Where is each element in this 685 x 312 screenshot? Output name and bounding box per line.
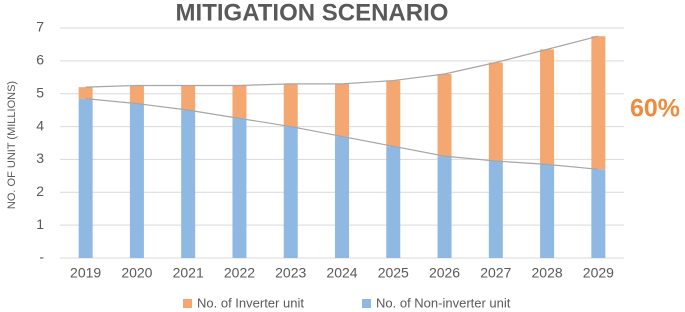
legend-label: No. of Non-inverter unit <box>376 295 511 310</box>
x-tick-label: 2024 <box>326 265 357 281</box>
y-tick-label: 4 <box>36 117 44 133</box>
y-tick-label: 6 <box>36 52 44 68</box>
x-tick-label: 2022 <box>224 265 255 281</box>
y-tick-label: 5 <box>36 84 44 100</box>
bar-segment <box>386 80 401 147</box>
annotation: 60% <box>630 95 680 123</box>
y-tick-label: - <box>39 249 44 265</box>
x-tick-label: 2021 <box>173 265 204 281</box>
legend-swatch <box>183 299 192 308</box>
y-tick-label: 1 <box>36 216 44 232</box>
bar-segment <box>437 74 452 157</box>
x-tick-label: 2027 <box>480 265 511 281</box>
bar-segment <box>335 136 349 258</box>
y-axis-label: NO. OF UNIT (MILLIONS) <box>6 81 18 209</box>
y-tick-label: 2 <box>36 183 44 199</box>
trend-line <box>85 98 599 170</box>
bar-segment <box>232 85 247 119</box>
x-tick-label: 2019 <box>70 265 101 281</box>
bar-segment <box>540 49 555 165</box>
x-tick-label: 2026 <box>429 265 460 281</box>
bar-segment <box>540 164 555 258</box>
x-tick-label: 2028 <box>532 265 563 281</box>
trend-line <box>85 35 599 88</box>
bar-segment <box>386 146 401 258</box>
x-tick-label: 2025 <box>378 265 409 281</box>
legend-swatch <box>362 299 371 308</box>
bar-segment <box>335 83 349 137</box>
y-tick-label: 7 <box>36 19 44 35</box>
bar-segment <box>129 103 144 258</box>
bar-segment <box>591 36 606 170</box>
bar-segment <box>181 110 196 259</box>
bar-segment <box>78 87 93 99</box>
bar-segment <box>129 85 144 104</box>
bar-segment <box>488 62 503 162</box>
x-tick-label: 2023 <box>275 265 306 281</box>
y-tick-label: 3 <box>36 150 44 166</box>
bar-segment <box>488 161 503 258</box>
bar-segment <box>181 85 196 111</box>
chart-title: MITIGATION SCENARIO <box>176 0 449 26</box>
bar-segment <box>283 126 298 258</box>
bar-segment <box>78 98 93 259</box>
legend-label: No. of Inverter unit <box>197 295 304 310</box>
bar-segment <box>591 169 606 258</box>
bar-segment <box>283 83 298 127</box>
bar-segment <box>232 118 247 258</box>
bar-segment <box>437 156 452 258</box>
x-tick-label: 2029 <box>583 265 614 281</box>
x-tick-label: 2020 <box>121 265 152 281</box>
